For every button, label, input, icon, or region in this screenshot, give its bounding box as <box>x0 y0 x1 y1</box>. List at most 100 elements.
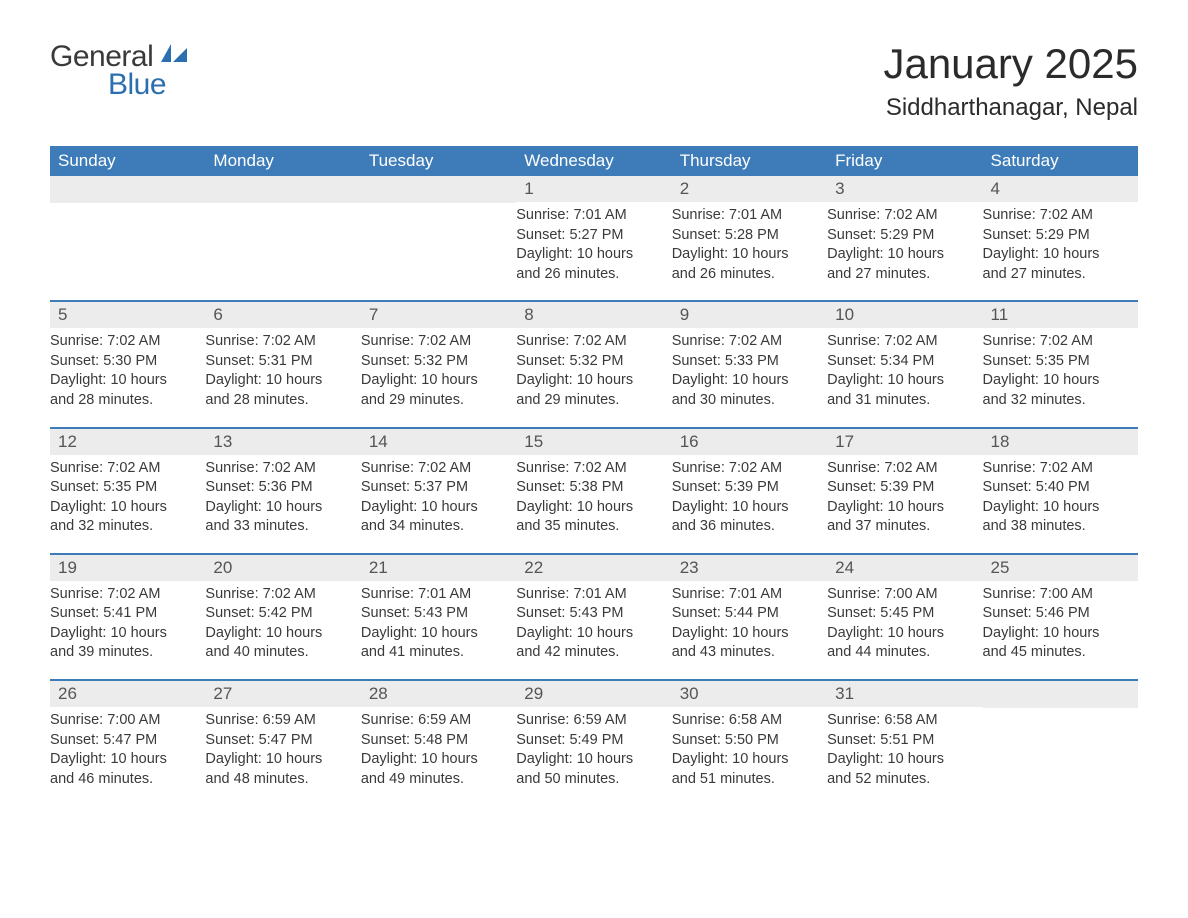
sunrise-text: Sunrise: 7:02 AM <box>983 206 1134 226</box>
daylight-text: Daylight: 10 hours <box>672 498 823 518</box>
day-cell: 20Sunrise: 7:02 AMSunset: 5:42 PMDayligh… <box>205 555 360 667</box>
sunrise-text: Sunrise: 7:00 AM <box>50 711 201 731</box>
day-number: 23 <box>672 555 827 581</box>
sunset-text: Sunset: 5:48 PM <box>361 731 512 751</box>
day-number: 29 <box>516 681 671 707</box>
sunset-text: Sunset: 5:35 PM <box>50 478 201 498</box>
calendar-week: 19Sunrise: 7:02 AMSunset: 5:41 PMDayligh… <box>50 553 1138 667</box>
day-number: 2 <box>672 176 827 202</box>
day-cell: 8Sunrise: 7:02 AMSunset: 5:32 PMDaylight… <box>516 302 671 414</box>
sunset-text: Sunset: 5:27 PM <box>516 226 667 246</box>
daylight-text: and 32 minutes. <box>983 391 1134 411</box>
title-block: January 2025 Siddharthanagar, Nepal <box>883 40 1138 122</box>
daylight-text: Daylight: 10 hours <box>983 498 1134 518</box>
sunrise-text: Sunrise: 7:01 AM <box>516 585 667 605</box>
daylight-text: Daylight: 10 hours <box>205 371 356 391</box>
sunset-text: Sunset: 5:32 PM <box>361 352 512 372</box>
daylight-text: Daylight: 10 hours <box>983 371 1134 391</box>
sunset-text: Sunset: 5:29 PM <box>983 226 1134 246</box>
sunrise-text: Sunrise: 7:02 AM <box>50 332 201 352</box>
sunset-text: Sunset: 5:47 PM <box>50 731 201 751</box>
day-details: Sunrise: 7:00 AMSunset: 5:46 PMDaylight:… <box>983 581 1138 667</box>
daylight-text: Daylight: 10 hours <box>983 624 1134 644</box>
daylight-text: and 38 minutes. <box>983 517 1134 537</box>
daylight-text: and 43 minutes. <box>672 643 823 663</box>
sunset-text: Sunset: 5:30 PM <box>50 352 201 372</box>
day-cell: 26Sunrise: 7:00 AMSunset: 5:47 PMDayligh… <box>50 681 205 793</box>
daylight-text: and 29 minutes. <box>361 391 512 411</box>
sunset-text: Sunset: 5:39 PM <box>827 478 978 498</box>
daylight-text: Daylight: 10 hours <box>516 750 667 770</box>
day-number: 16 <box>672 429 827 455</box>
day-number: 14 <box>361 429 516 455</box>
day-cell: 6Sunrise: 7:02 AMSunset: 5:31 PMDaylight… <box>205 302 360 414</box>
day-details: Sunrise: 7:02 AMSunset: 5:31 PMDaylight:… <box>205 328 360 414</box>
sunset-text: Sunset: 5:28 PM <box>672 226 823 246</box>
daylight-text: and 48 minutes. <box>205 770 356 790</box>
day-cell: 31Sunrise: 6:58 AMSunset: 5:51 PMDayligh… <box>827 681 982 793</box>
daylight-text: and 41 minutes. <box>361 643 512 663</box>
day-details: Sunrise: 7:00 AMSunset: 5:47 PMDaylight:… <box>50 707 205 793</box>
day-cell: 3Sunrise: 7:02 AMSunset: 5:29 PMDaylight… <box>827 176 982 288</box>
empty-day-header <box>361 176 516 203</box>
day-cell: 22Sunrise: 7:01 AMSunset: 5:43 PMDayligh… <box>516 555 671 667</box>
day-cell: 17Sunrise: 7:02 AMSunset: 5:39 PMDayligh… <box>827 429 982 541</box>
daylight-text: and 36 minutes. <box>672 517 823 537</box>
day-cell: 5Sunrise: 7:02 AMSunset: 5:30 PMDaylight… <box>50 302 205 414</box>
day-number: 19 <box>50 555 205 581</box>
daylight-text: and 50 minutes. <box>516 770 667 790</box>
day-cell: 7Sunrise: 7:02 AMSunset: 5:32 PMDaylight… <box>361 302 516 414</box>
sunrise-text: Sunrise: 6:59 AM <box>361 711 512 731</box>
day-cell: 23Sunrise: 7:01 AMSunset: 5:44 PMDayligh… <box>672 555 827 667</box>
sunset-text: Sunset: 5:38 PM <box>516 478 667 498</box>
day-number: 25 <box>983 555 1138 581</box>
day-number: 7 <box>361 302 516 328</box>
empty-day-header <box>50 176 205 203</box>
day-cell: 1Sunrise: 7:01 AMSunset: 5:27 PMDaylight… <box>516 176 671 288</box>
day-details: Sunrise: 7:02 AMSunset: 5:33 PMDaylight:… <box>672 328 827 414</box>
day-details: Sunrise: 7:02 AMSunset: 5:40 PMDaylight:… <box>983 455 1138 541</box>
day-number: 24 <box>827 555 982 581</box>
daylight-text: and 27 minutes. <box>983 265 1134 285</box>
day-number: 4 <box>983 176 1138 202</box>
day-number: 27 <box>205 681 360 707</box>
day-details: Sunrise: 7:02 AMSunset: 5:36 PMDaylight:… <box>205 455 360 541</box>
day-number: 20 <box>205 555 360 581</box>
day-details: Sunrise: 7:01 AMSunset: 5:27 PMDaylight:… <box>516 202 671 288</box>
weekday-label: Thursday <box>672 146 827 176</box>
day-number: 28 <box>361 681 516 707</box>
day-details: Sunrise: 7:01 AMSunset: 5:28 PMDaylight:… <box>672 202 827 288</box>
day-cell: 16Sunrise: 7:02 AMSunset: 5:39 PMDayligh… <box>672 429 827 541</box>
sunrise-text: Sunrise: 6:59 AM <box>205 711 356 731</box>
sunset-text: Sunset: 5:32 PM <box>516 352 667 372</box>
daylight-text: Daylight: 10 hours <box>983 245 1134 265</box>
day-number: 15 <box>516 429 671 455</box>
sunrise-text: Sunrise: 7:02 AM <box>205 332 356 352</box>
sunrise-text: Sunrise: 7:02 AM <box>827 459 978 479</box>
daylight-text: Daylight: 10 hours <box>50 371 201 391</box>
sunset-text: Sunset: 5:42 PM <box>205 604 356 624</box>
sunset-text: Sunset: 5:31 PM <box>205 352 356 372</box>
sunset-text: Sunset: 5:34 PM <box>827 352 978 372</box>
daylight-text: and 52 minutes. <box>827 770 978 790</box>
daylight-text: Daylight: 10 hours <box>205 498 356 518</box>
day-details: Sunrise: 7:02 AMSunset: 5:38 PMDaylight:… <box>516 455 671 541</box>
daylight-text: Daylight: 10 hours <box>827 371 978 391</box>
sunrise-text: Sunrise: 7:02 AM <box>361 459 512 479</box>
day-details: Sunrise: 6:58 AMSunset: 5:51 PMDaylight:… <box>827 707 982 793</box>
daylight-text: Daylight: 10 hours <box>672 750 823 770</box>
weekday-label: Sunday <box>50 146 205 176</box>
daylight-text: and 26 minutes. <box>672 265 823 285</box>
day-cell: 14Sunrise: 7:02 AMSunset: 5:37 PMDayligh… <box>361 429 516 541</box>
sunset-text: Sunset: 5:47 PM <box>205 731 356 751</box>
daylight-text: and 44 minutes. <box>827 643 978 663</box>
day-cell: 9Sunrise: 7:02 AMSunset: 5:33 PMDaylight… <box>672 302 827 414</box>
daylight-text: and 28 minutes. <box>205 391 356 411</box>
day-cell: 12Sunrise: 7:02 AMSunset: 5:35 PMDayligh… <box>50 429 205 541</box>
daylight-text: Daylight: 10 hours <box>516 245 667 265</box>
header: General Blue January 2025 Siddharthanaga… <box>50 40 1138 122</box>
day-details: Sunrise: 7:01 AMSunset: 5:43 PMDaylight:… <box>361 581 516 667</box>
daylight-text: Daylight: 10 hours <box>205 750 356 770</box>
daylight-text: Daylight: 10 hours <box>516 498 667 518</box>
day-cell <box>50 176 205 288</box>
